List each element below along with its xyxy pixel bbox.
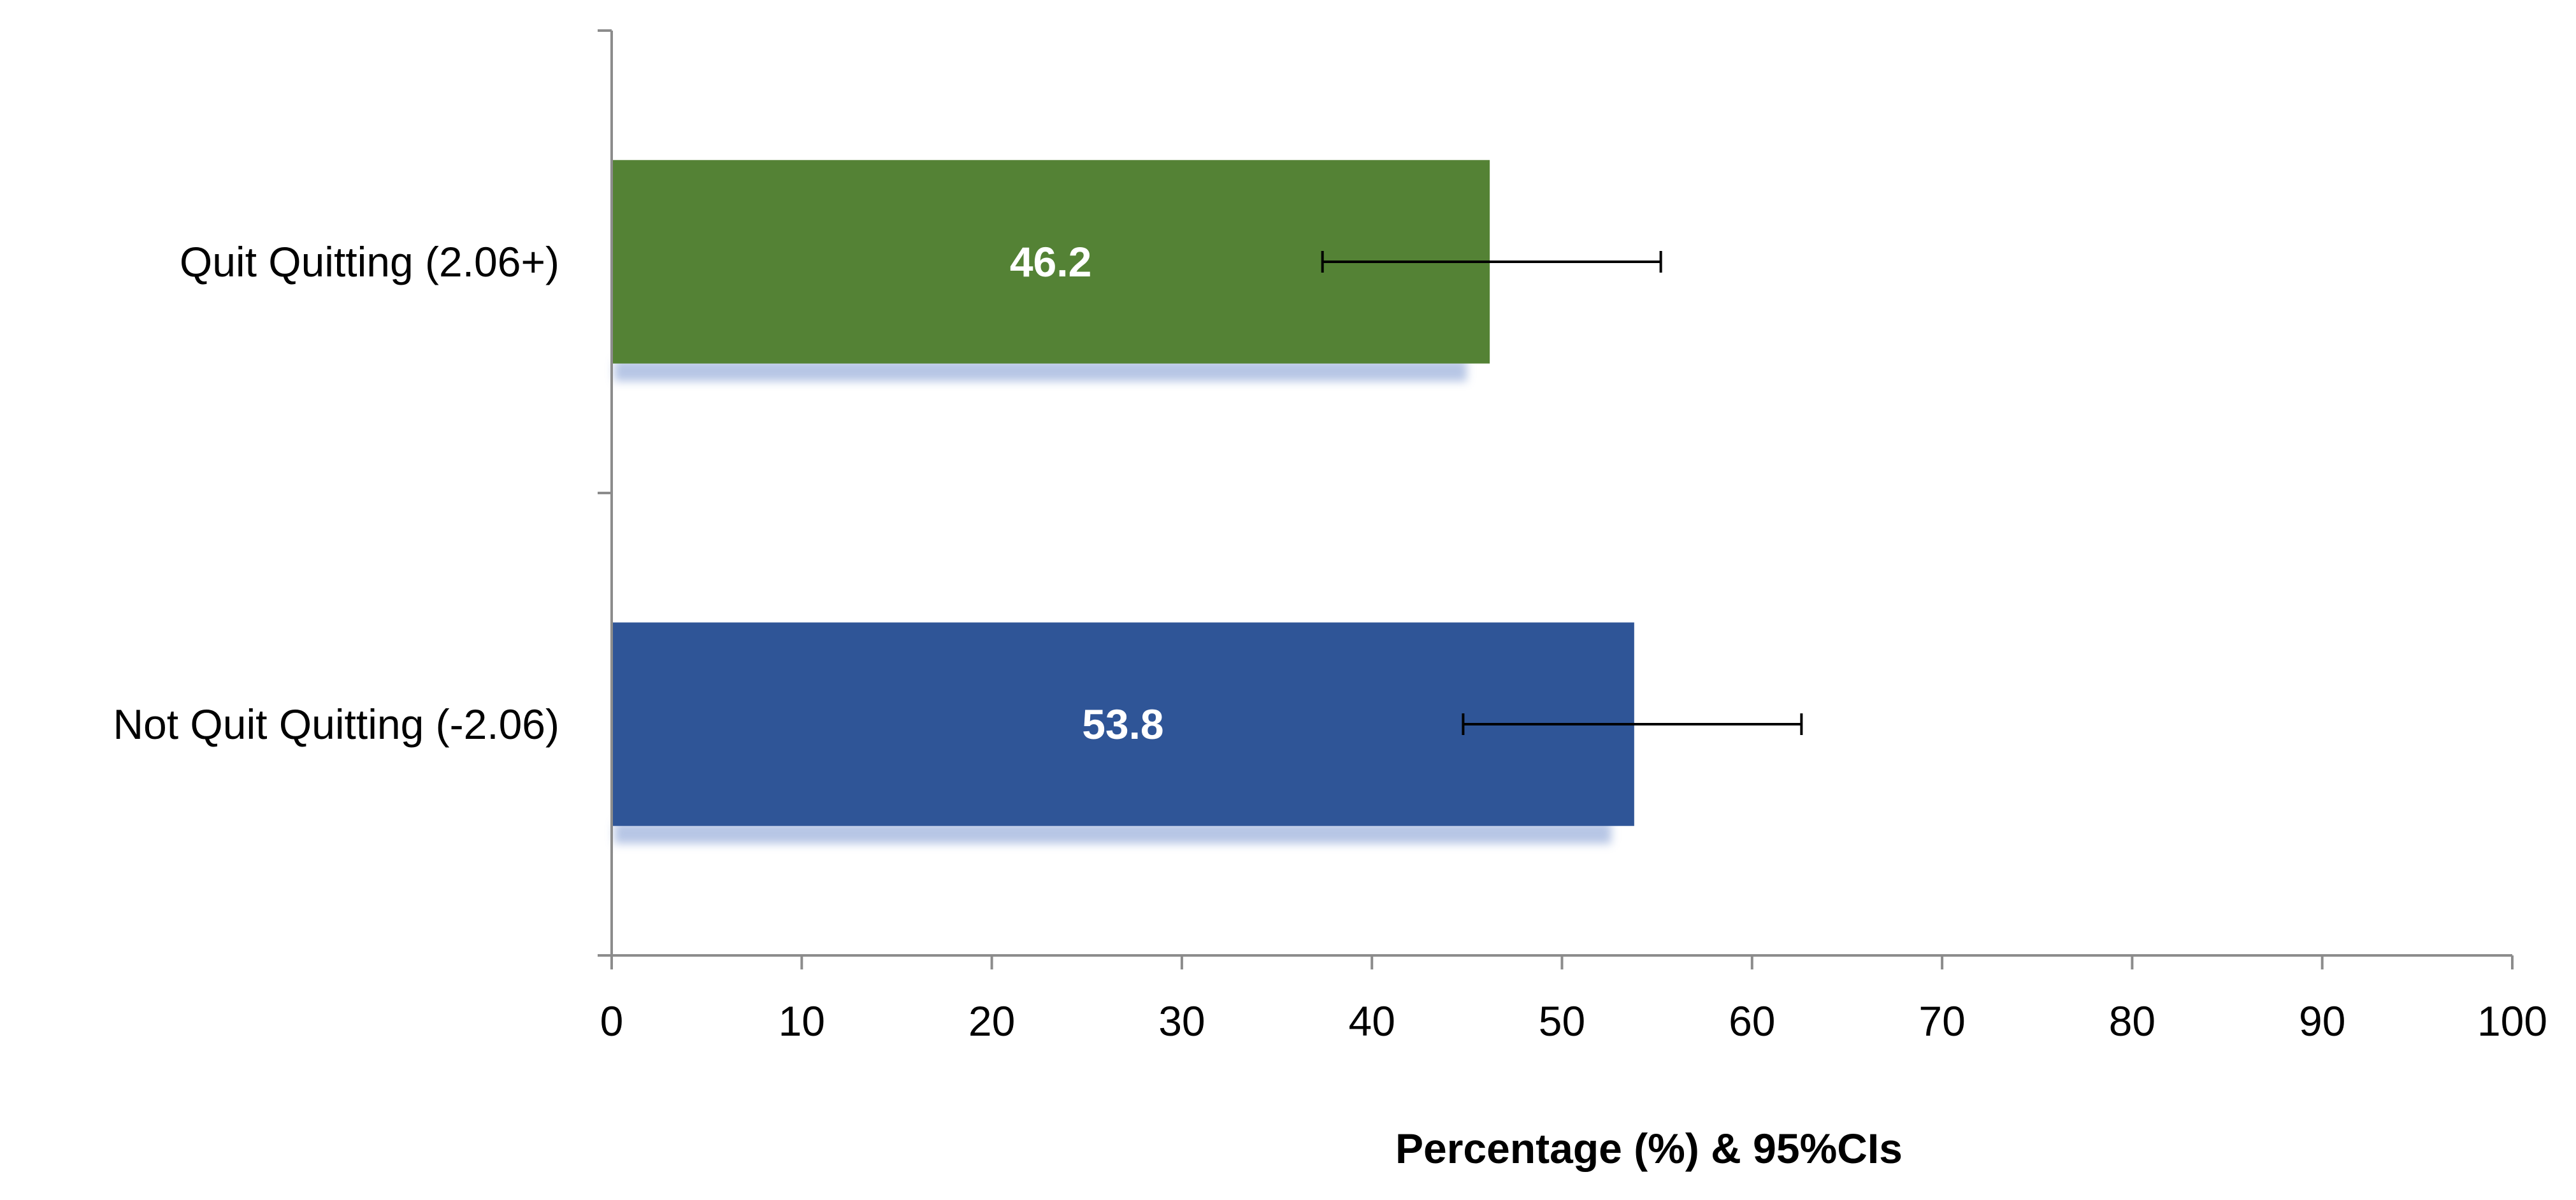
x-tick-label: 30: [1158, 997, 1205, 1045]
x-tick-label: 40: [1348, 997, 1395, 1045]
value-label: 53.8: [1082, 701, 1163, 748]
x-tick-label: 10: [779, 997, 825, 1045]
ticks-layer: [598, 29, 2514, 969]
x-tick-label: 50: [1539, 997, 1585, 1045]
x-tick-label: 70: [1918, 997, 1965, 1045]
x-tick-label: 80: [2109, 997, 2155, 1045]
labels-layer: 0 10 20 30 40 50 60 70 80 90 100 46.2 Quit Quitting …: [113, 238, 2547, 1045]
error-bar: [1321, 251, 1662, 273]
category-label: Not Quit Quitting (-2.06): [113, 701, 559, 748]
value-label: 46.2: [1010, 238, 1091, 285]
x-tick-label: 100: [2477, 997, 2547, 1045]
error-bar: [1462, 713, 1803, 735]
bars-layer: [612, 160, 1803, 844]
x-tick-label: 20: [968, 997, 1015, 1045]
category-label: Quit Quitting (2.06+): [180, 238, 559, 285]
x-tick-label: 0: [600, 997, 624, 1045]
x-axis-title: Percentage (%) & 95%CIs: [1395, 1125, 1903, 1172]
x-tick-label: 60: [1729, 997, 1775, 1045]
x-tick-label: 90: [2299, 997, 2345, 1045]
